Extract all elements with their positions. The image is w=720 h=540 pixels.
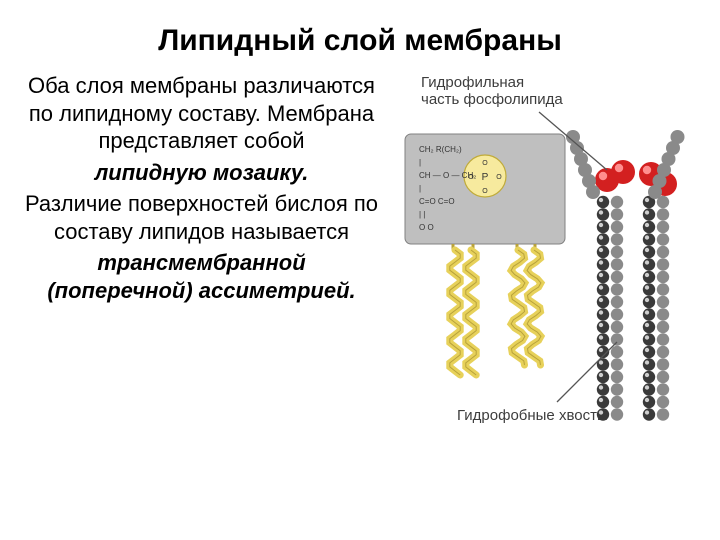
diagram-column: Гидрофильнаячасть фосфолипида Гидрофобны… (393, 72, 693, 472)
svg-text:| |: | | (419, 210, 425, 219)
svg-text:|: | (419, 184, 421, 193)
emphasis-2: трансмембранной (поперечной) ассиметрией… (24, 249, 379, 304)
svg-text:P: P (482, 172, 489, 183)
paragraph-2: Различие поверхностей бислоя по составу … (24, 190, 379, 245)
slide-root: Липидный слой мембраны Оба слоя мембраны… (0, 0, 720, 540)
svg-text:O: O (482, 188, 488, 195)
emphasis-1: липидную мозаику. (24, 159, 379, 187)
slide-title: Липидный слой мембраны (24, 24, 696, 58)
svg-text:|: | (419, 158, 421, 167)
phospholipid-diagram: POOOOCH₂ R(CH₂)|CH — O — CH₂|C=O C=O| |O… (393, 72, 693, 452)
svg-text:O: O (496, 174, 502, 181)
text-column: Оба слоя мембраны различаются по липидно… (24, 72, 379, 472)
svg-text:CH₂ R(CH₂): CH₂ R(CH₂) (419, 145, 462, 154)
paragraph-1: Оба слоя мембраны различаются по липидно… (24, 72, 379, 155)
slide-body: Оба слоя мембраны различаются по липидно… (24, 72, 696, 472)
svg-text:CH — O — CH₂: CH — O — CH₂ (419, 171, 476, 180)
svg-text:O: O (482, 160, 488, 167)
svg-text:C=O C=O: C=O C=O (419, 197, 455, 206)
svg-text:O O: O O (419, 223, 434, 232)
